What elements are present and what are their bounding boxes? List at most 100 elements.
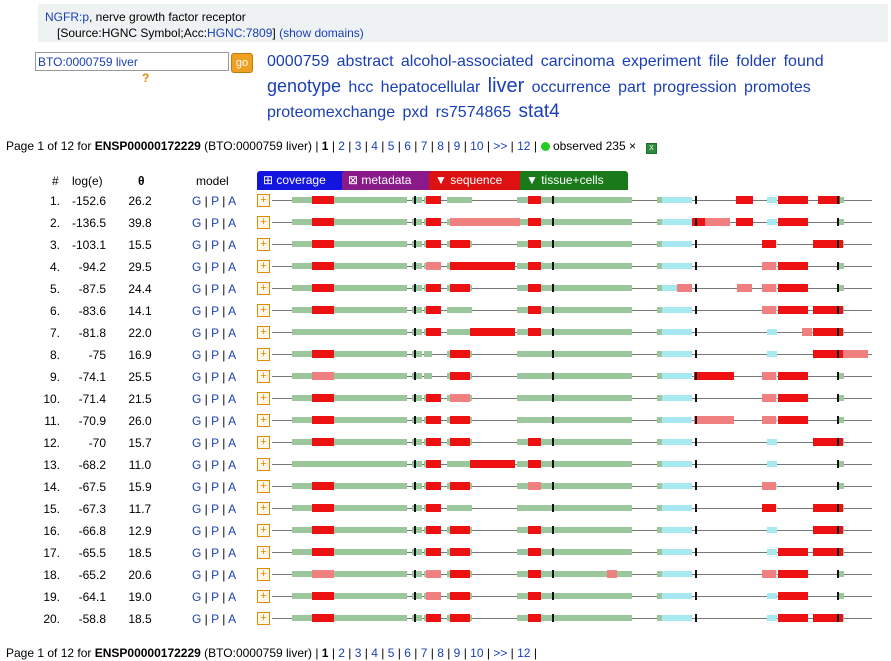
page-link-5[interactable]: 5 <box>387 646 395 660</box>
domain-segment[interactable] <box>662 395 692 401</box>
expand-row-icon[interactable]: + <box>257 436 270 449</box>
peptide-segment[interactable] <box>762 504 776 512</box>
model-p-link[interactable]: P <box>211 458 219 472</box>
peptide-segment[interactable] <box>312 504 334 512</box>
peptide-coverage-track[interactable] <box>272 282 872 294</box>
page-link-12[interactable]: 12 <box>517 139 531 153</box>
model-a-link[interactable]: A <box>228 260 237 274</box>
peptide-segment[interactable] <box>292 417 407 423</box>
peptide-segment[interactable] <box>813 438 843 446</box>
page-link-12[interactable]: 12 <box>517 646 531 660</box>
peptide-coverage-track[interactable] <box>272 216 872 228</box>
peptide-segment[interactable] <box>292 197 407 203</box>
peptide-segment[interactable] <box>813 548 843 556</box>
expand-row-icon[interactable]: + <box>257 480 270 493</box>
domain-segment[interactable] <box>662 615 692 621</box>
peptide-segment[interactable] <box>412 197 422 203</box>
peptide-segment[interactable] <box>426 570 441 578</box>
model-g-link[interactable]: G <box>192 392 202 406</box>
page-link-next[interactable]: >> <box>493 139 508 153</box>
expand-row-icon[interactable]: + <box>257 282 270 295</box>
peptide-segment[interactable] <box>426 306 441 314</box>
peptide-segment[interactable] <box>517 219 632 225</box>
tag-10[interactable]: hepatocellular <box>380 79 481 96</box>
tag-11[interactable]: liver <box>487 75 525 97</box>
model-p-link[interactable]: P <box>211 524 219 538</box>
peptide-segment[interactable] <box>818 196 840 204</box>
page-link-2[interactable]: 2 <box>338 646 345 660</box>
model-a-link[interactable]: A <box>228 238 237 252</box>
peptide-segment[interactable] <box>762 416 776 424</box>
peptide-segment[interactable] <box>312 284 334 292</box>
peptide-segment[interactable] <box>312 526 334 534</box>
excel-export-icon[interactable]: X <box>646 143 657 154</box>
expand-row-icon[interactable]: + <box>257 260 270 273</box>
domain-segment[interactable] <box>662 197 692 203</box>
domain-segment[interactable] <box>662 241 692 247</box>
peptide-segment[interactable] <box>426 394 441 402</box>
peptide-segment[interactable] <box>778 372 808 380</box>
domain-segment[interactable] <box>662 351 692 357</box>
peptide-coverage-track[interactable] <box>272 612 872 624</box>
peptide-segment[interactable] <box>517 615 632 621</box>
peptide-segment[interactable] <box>762 372 776 380</box>
peptide-segment[interactable] <box>412 461 422 467</box>
peptide-segment[interactable] <box>292 263 407 269</box>
peptide-segment[interactable] <box>292 241 407 247</box>
peptide-segment[interactable] <box>470 262 515 270</box>
domain-segment[interactable] <box>662 483 692 489</box>
peptide-segment[interactable] <box>412 351 422 357</box>
expand-row-icon[interactable]: + <box>257 568 270 581</box>
peptide-segment[interactable] <box>778 394 808 402</box>
model-p-link[interactable]: P <box>211 502 219 516</box>
peptide-segment[interactable] <box>292 571 407 577</box>
peptide-segment[interactable] <box>528 196 541 204</box>
model-g-link[interactable]: G <box>192 414 202 428</box>
model-a-link[interactable]: A <box>228 194 237 208</box>
peptide-segment[interactable] <box>450 284 470 292</box>
peptide-segment[interactable] <box>312 262 334 270</box>
peptide-segment[interactable] <box>694 416 734 424</box>
peptide-segment[interactable] <box>447 505 472 511</box>
peptide-segment[interactable] <box>528 482 541 490</box>
peptide-segment[interactable] <box>517 329 632 335</box>
model-g-link[interactable]: G <box>192 568 202 582</box>
page-link-3[interactable]: 3 <box>354 646 362 660</box>
peptide-segment[interactable] <box>778 614 808 622</box>
model-a-link[interactable]: A <box>228 370 237 384</box>
peptide-segment[interactable] <box>813 306 843 314</box>
peptide-segment[interactable] <box>312 306 334 314</box>
peptide-segment[interactable] <box>312 240 334 248</box>
model-a-link[interactable]: A <box>228 612 237 626</box>
page-link-4[interactable]: 4 <box>371 139 378 153</box>
model-a-link[interactable]: A <box>228 502 237 516</box>
peptide-segment[interactable] <box>528 438 541 446</box>
peptide-segment[interactable] <box>292 395 407 401</box>
model-g-link[interactable]: G <box>192 370 202 384</box>
peptide-segment[interactable] <box>517 241 632 247</box>
peptide-segment[interactable] <box>517 549 632 555</box>
peptide-coverage-track[interactable] <box>272 260 872 272</box>
peptide-segment[interactable] <box>528 284 541 292</box>
domain-segment[interactable] <box>662 307 692 313</box>
peptide-segment[interactable] <box>450 218 520 226</box>
peptide-segment[interactable] <box>517 417 632 423</box>
peptide-segment[interactable] <box>517 505 632 511</box>
peptide-segment[interactable] <box>762 306 776 314</box>
model-p-link[interactable]: P <box>211 282 219 296</box>
model-p-link[interactable]: P <box>211 392 219 406</box>
tag-17[interactable]: pxd <box>402 104 429 121</box>
peptide-segment[interactable] <box>762 570 776 578</box>
expand-row-icon[interactable]: + <box>257 590 270 603</box>
peptide-segment[interactable] <box>705 218 730 226</box>
peptide-segment[interactable] <box>778 306 808 314</box>
model-g-link[interactable]: G <box>192 260 202 274</box>
peptide-segment[interactable] <box>813 240 843 248</box>
model-p-link[interactable]: P <box>211 480 219 494</box>
peptide-segment[interactable] <box>292 329 407 335</box>
peptide-segment[interactable] <box>447 329 472 335</box>
peptide-coverage-track[interactable] <box>272 590 872 602</box>
model-g-link[interactable]: G <box>192 612 202 626</box>
peptide-segment[interactable] <box>762 482 776 490</box>
domain-segment[interactable] <box>767 461 777 467</box>
